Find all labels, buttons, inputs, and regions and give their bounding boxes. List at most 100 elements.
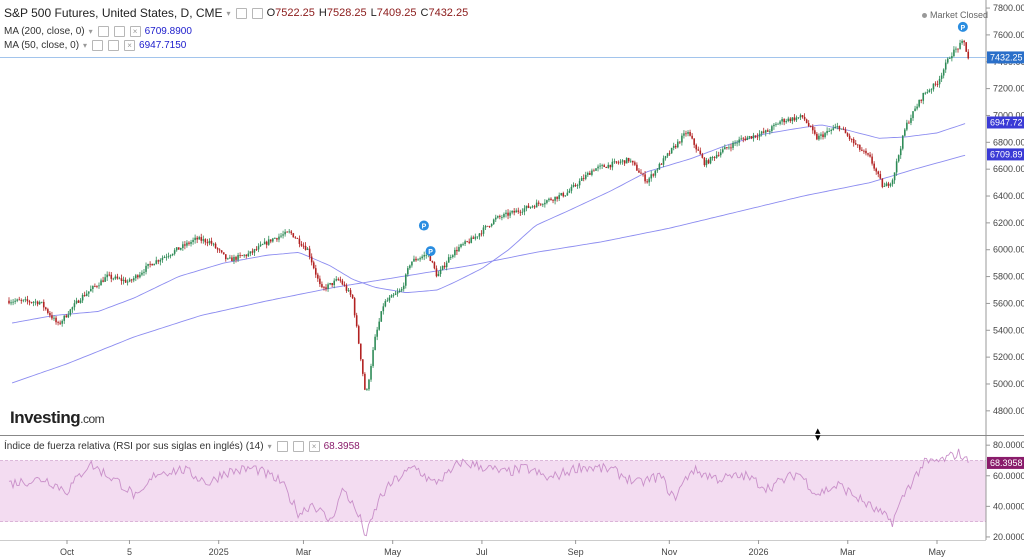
hide-icon[interactable] bbox=[113, 26, 125, 37]
candle-body bbox=[45, 307, 47, 310]
candle-body bbox=[18, 299, 21, 301]
candle-body bbox=[445, 262, 448, 268]
candle-body bbox=[744, 138, 747, 140]
candle-body bbox=[51, 315, 53, 319]
candle-body bbox=[73, 303, 76, 308]
candle-body bbox=[865, 150, 867, 154]
pane-resize-icon[interactable]: ▴ ▾ bbox=[815, 425, 821, 444]
hide-icon[interactable] bbox=[108, 40, 120, 51]
candle-body bbox=[184, 244, 186, 246]
candle-body bbox=[331, 283, 333, 286]
chevron-down-icon[interactable]: ▾ bbox=[226, 8, 231, 18]
y-tick-label: 4800.00 bbox=[993, 406, 1024, 416]
candle-body bbox=[836, 126, 839, 127]
candle-body bbox=[87, 291, 90, 294]
close-icon[interactable]: × bbox=[124, 40, 136, 51]
candle-body bbox=[404, 274, 407, 286]
candle-body bbox=[269, 239, 272, 242]
candle-body bbox=[337, 279, 340, 280]
candle-body bbox=[306, 248, 309, 250]
candle-body bbox=[848, 135, 851, 140]
candle-body bbox=[202, 239, 205, 241]
candle-body bbox=[773, 124, 775, 127]
candle-body bbox=[165, 256, 168, 258]
x-tick-label: May bbox=[928, 547, 946, 557]
candle-body bbox=[180, 248, 182, 250]
x-tick-label: Jul bbox=[476, 547, 488, 557]
candle-body bbox=[456, 249, 458, 252]
y-tick-label: 5000.00 bbox=[993, 379, 1024, 389]
candle-body bbox=[77, 300, 80, 303]
candle-body bbox=[8, 300, 10, 304]
ma200-line bbox=[11, 154, 966, 384]
candle-body bbox=[705, 160, 708, 166]
candle-body bbox=[914, 108, 916, 112]
candle-body bbox=[402, 285, 405, 290]
chevron-down-icon[interactable]: ▾ bbox=[83, 41, 88, 50]
candle-body bbox=[654, 170, 657, 176]
y-tick-label: 6000.00 bbox=[993, 245, 1024, 255]
candle-body bbox=[861, 149, 863, 151]
candle-body bbox=[946, 58, 949, 63]
candle-body bbox=[940, 75, 943, 79]
candle-body bbox=[934, 83, 937, 85]
candle-body bbox=[677, 141, 679, 148]
chevron-down-icon[interactable]: ▾ bbox=[88, 27, 93, 36]
candle-body bbox=[104, 277, 106, 282]
candle-body bbox=[515, 210, 518, 213]
x-tick-label: 2026 bbox=[749, 547, 769, 557]
y-tick-label: 5200.00 bbox=[993, 352, 1024, 362]
candle-body bbox=[210, 240, 213, 244]
candle-body bbox=[251, 251, 254, 253]
settings-icon[interactable] bbox=[97, 26, 109, 37]
candle-body bbox=[611, 161, 614, 168]
candle-body bbox=[218, 249, 221, 251]
candle-body bbox=[726, 147, 728, 148]
candle-body bbox=[558, 195, 560, 199]
candle-body bbox=[580, 178, 583, 181]
candle-body bbox=[814, 130, 816, 134]
candle-body bbox=[632, 160, 634, 163]
candle-body bbox=[777, 123, 779, 125]
candle-body bbox=[867, 153, 869, 155]
candle-body bbox=[525, 205, 528, 209]
close-icon[interactable]: × bbox=[129, 26, 141, 37]
hide-icon[interactable] bbox=[251, 7, 263, 19]
candle-body bbox=[443, 265, 446, 268]
settings-icon[interactable] bbox=[235, 7, 247, 19]
candle-body bbox=[423, 255, 425, 257]
candle-body bbox=[345, 285, 348, 291]
settings-icon[interactable] bbox=[92, 40, 104, 51]
candle-body bbox=[535, 202, 538, 208]
candle-body bbox=[881, 178, 884, 187]
candle-body bbox=[591, 170, 593, 175]
candle-body bbox=[83, 295, 86, 296]
candle-body bbox=[897, 155, 900, 162]
candle-body bbox=[425, 254, 428, 256]
candle-body bbox=[820, 134, 822, 136]
candle-body bbox=[100, 280, 102, 286]
candle-body bbox=[409, 265, 411, 269]
candle-body bbox=[499, 216, 501, 218]
candle-body bbox=[854, 143, 857, 145]
candle-body bbox=[595, 168, 597, 171]
settings-icon[interactable] bbox=[276, 441, 288, 452]
candle-body bbox=[26, 299, 29, 302]
candle-body bbox=[697, 149, 700, 151]
candle-body bbox=[957, 48, 959, 50]
candle-body bbox=[253, 249, 256, 253]
ohlc-open: O7522.25 bbox=[266, 7, 315, 19]
ohlc-low: L7409.25 bbox=[370, 7, 417, 19]
candle-body bbox=[537, 202, 540, 204]
y-tick-label: 6600.00 bbox=[993, 164, 1024, 174]
candle-body bbox=[480, 233, 483, 235]
candle-body bbox=[560, 193, 563, 196]
candle-body bbox=[750, 136, 753, 139]
candle-body bbox=[130, 279, 133, 281]
close-icon[interactable]: × bbox=[308, 441, 320, 452]
hide-icon[interactable] bbox=[292, 441, 304, 452]
candle-body bbox=[787, 118, 790, 122]
candle-body bbox=[167, 256, 170, 257]
chevron-down-icon[interactable]: ▾ bbox=[267, 442, 272, 451]
